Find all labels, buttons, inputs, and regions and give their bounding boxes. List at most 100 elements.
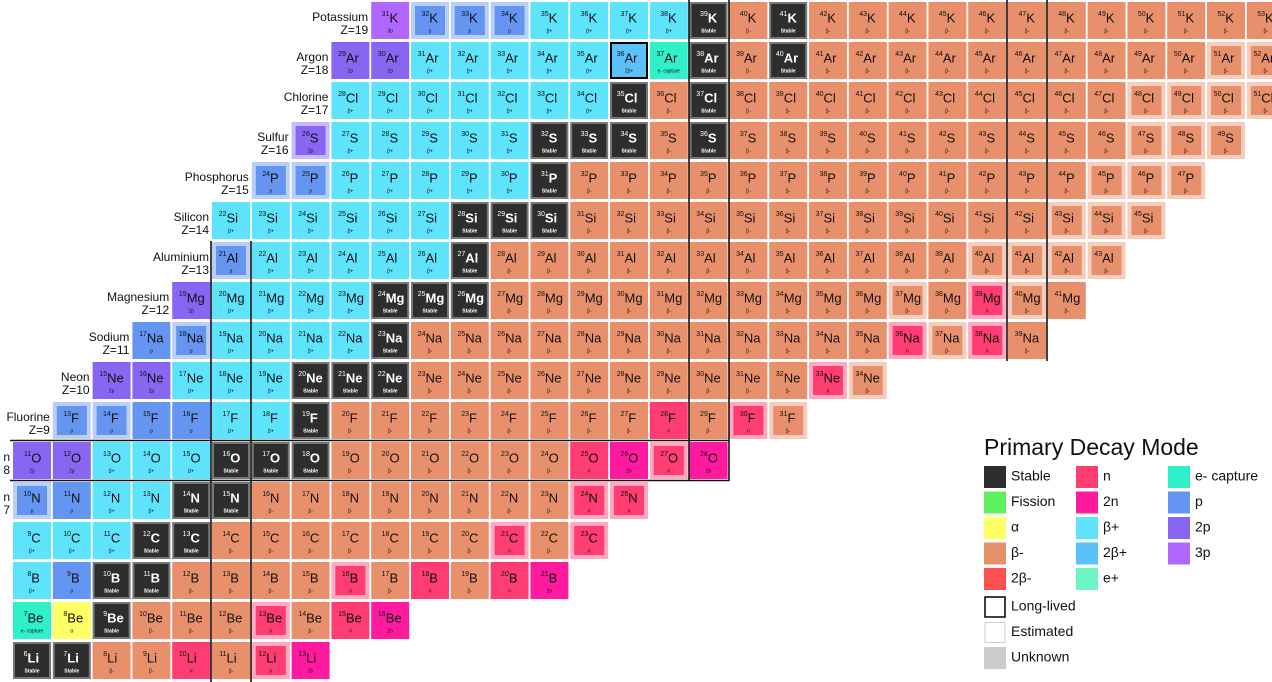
element-symbol: Si bbox=[386, 210, 398, 225]
element-symbol: Si bbox=[1102, 210, 1114, 225]
nuclide-cell bbox=[809, 82, 847, 119]
nuclide-cell bbox=[813, 366, 843, 395]
element-symbol: K bbox=[907, 10, 916, 25]
mass-number: 51 bbox=[1254, 91, 1262, 98]
element-symbol: Mg bbox=[824, 290, 842, 305]
element-symbol: Ar bbox=[1102, 50, 1116, 65]
element-symbol: P bbox=[350, 170, 359, 185]
decay-mode-label: Stable bbox=[184, 508, 199, 514]
decay-mode-label: β- bbox=[746, 388, 751, 394]
legend-label: β+ bbox=[1103, 519, 1119, 535]
element-symbol: Mg bbox=[266, 290, 284, 305]
element-symbol: Mg bbox=[903, 290, 921, 305]
nuclide-cell bbox=[490, 202, 529, 239]
decay-mode-label: β+ bbox=[427, 188, 433, 194]
element-symbol: O bbox=[270, 450, 280, 465]
nuclide-cell bbox=[574, 526, 605, 555]
decay-mode-label: β+ bbox=[29, 588, 35, 594]
decay-mode-label: β- bbox=[468, 508, 473, 514]
decay-mode-label: Stable bbox=[263, 468, 278, 474]
mass-number: 13 bbox=[103, 451, 111, 458]
element-symbol: Be bbox=[67, 610, 83, 625]
element-symbol: K bbox=[947, 10, 956, 25]
mass-number: 49 bbox=[1217, 131, 1225, 138]
mass-number: 30 bbox=[696, 371, 704, 378]
nuclide-cell bbox=[172, 482, 211, 519]
mass-number: 36 bbox=[816, 251, 824, 258]
nuclide-cell bbox=[530, 242, 569, 279]
mass-number: 38 bbox=[895, 251, 903, 258]
mass-number: 42 bbox=[1015, 211, 1023, 218]
decay-mode-label: p bbox=[190, 428, 193, 434]
legend-swatch bbox=[984, 622, 1006, 643]
mass-number: 49 bbox=[1174, 91, 1182, 98]
element-symbol: F bbox=[270, 410, 278, 425]
legend-label: p bbox=[1195, 493, 1203, 509]
nuclide-cell bbox=[450, 202, 489, 239]
nuclide-cell bbox=[212, 322, 250, 359]
nuclide-cell bbox=[610, 402, 648, 439]
legend-title: Primary Decay Mode bbox=[984, 434, 1199, 460]
nuclide-cell bbox=[216, 246, 246, 275]
decay-mode-label: β- bbox=[786, 428, 791, 434]
decay-mode-label: β- bbox=[507, 268, 512, 274]
decay-mode-label: β- bbox=[826, 348, 831, 354]
mass-number: 34 bbox=[816, 331, 824, 338]
element-symbol: Si bbox=[585, 210, 597, 225]
decay-mode-label: β+ bbox=[547, 108, 553, 114]
element-symbol: O bbox=[708, 450, 718, 465]
nuclide-cell bbox=[928, 42, 967, 79]
decay-mode-label: β- bbox=[826, 268, 831, 274]
element-symbol: F bbox=[708, 410, 716, 425]
decay-mode-label: β- bbox=[547, 348, 552, 354]
decay-mode-label: β+ bbox=[387, 268, 393, 274]
decay-mode-label: 2p bbox=[348, 68, 354, 74]
decay-mode-label: β- bbox=[905, 228, 910, 234]
element-symbol: Si bbox=[306, 210, 318, 225]
decay-mode-label: β- bbox=[826, 68, 831, 74]
mass-number: 37 bbox=[816, 211, 824, 218]
decay-mode-label: β- bbox=[826, 188, 831, 194]
nuclide-cell bbox=[570, 202, 609, 239]
nuclide-cell bbox=[972, 246, 1003, 275]
element-symbol: B bbox=[230, 570, 239, 585]
decay-mode-label: β+ bbox=[586, 28, 592, 34]
decay-mode-label: β+ bbox=[348, 108, 354, 114]
decay-mode-label: n bbox=[906, 348, 909, 354]
mass-number: 45 bbox=[1015, 91, 1023, 98]
element-symbol: S bbox=[708, 130, 717, 145]
decay-mode-label: β+ bbox=[149, 508, 155, 514]
nuclide-cell bbox=[411, 42, 449, 79]
mass-number: 9 bbox=[103, 611, 107, 618]
legend-swatch bbox=[1168, 517, 1190, 539]
mass-number: 48 bbox=[1058, 11, 1066, 18]
element-symbol: Mg bbox=[346, 290, 364, 305]
decay-mode-label: β- bbox=[507, 428, 512, 434]
mass-number: 16 bbox=[183, 411, 191, 418]
element-symbol: Cl bbox=[1261, 90, 1272, 105]
decay-mode-label: β- bbox=[1184, 68, 1189, 74]
nuclide-cell bbox=[1211, 46, 1241, 75]
mass-number: 41 bbox=[975, 211, 983, 218]
nuclide-cell bbox=[132, 442, 171, 479]
mass-number: 16 bbox=[262, 491, 270, 498]
element-symbol: Al bbox=[227, 250, 239, 265]
decay-mode-label: n bbox=[986, 308, 989, 314]
mass-number: 18 bbox=[219, 371, 227, 378]
nuclide-cell bbox=[928, 2, 967, 39]
decay-mode-label: β- bbox=[1025, 148, 1030, 154]
element-symbol: Mg bbox=[625, 290, 643, 305]
mass-number: 12 bbox=[183, 571, 191, 578]
mass-number: 27 bbox=[497, 291, 505, 298]
decay-mode-label: β- bbox=[229, 668, 234, 674]
decay-mode-label: Stable bbox=[621, 148, 636, 154]
atomic-number: Z=13 bbox=[181, 263, 209, 277]
decay-mode-label: n bbox=[588, 508, 591, 514]
decay-mode-label: p bbox=[70, 428, 73, 434]
mass-number: 26 bbox=[458, 291, 466, 298]
decay-mode-label: β- bbox=[945, 308, 950, 314]
decay-mode-label: β- bbox=[1025, 188, 1030, 194]
decay-mode-label: Stable bbox=[582, 148, 597, 154]
element-symbol: S bbox=[509, 130, 518, 145]
nuclide-cell bbox=[212, 562, 250, 599]
